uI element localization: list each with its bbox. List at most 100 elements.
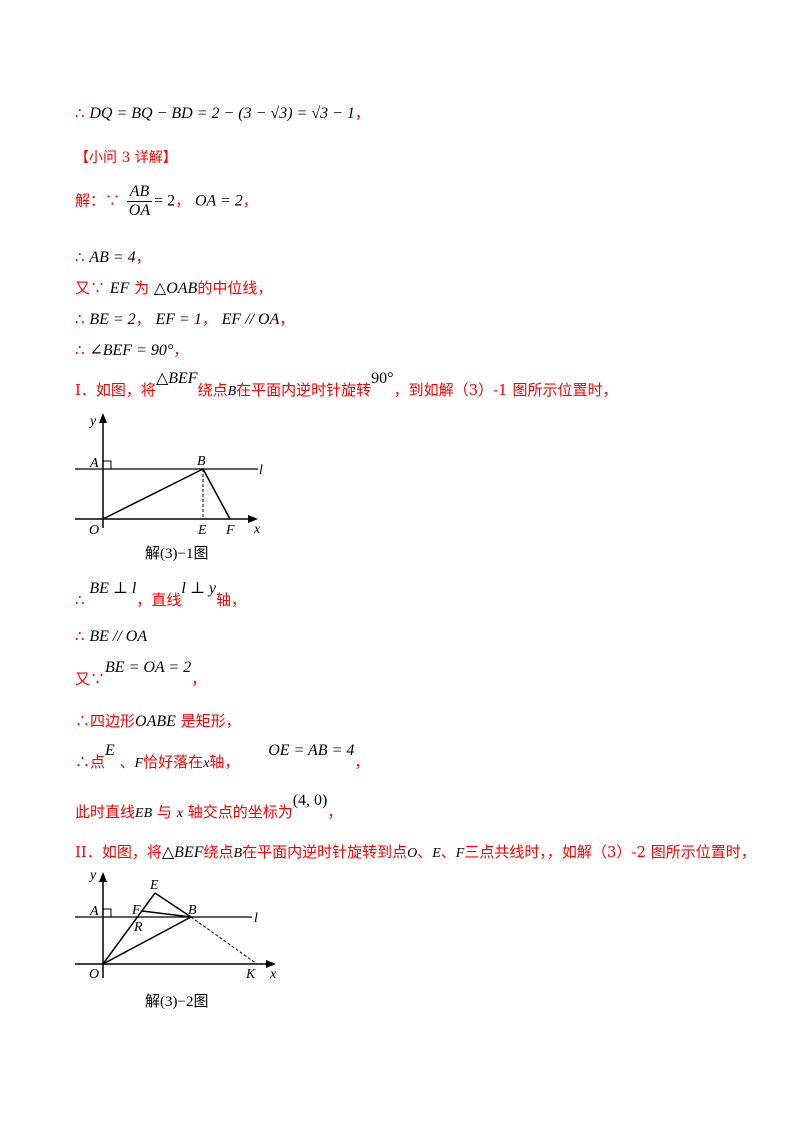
line-midline: 又∵ EF 为 △OAB的中位线， xyxy=(75,278,272,299)
therefore-symbol: ∴ xyxy=(75,627,85,645)
punct: 、 xyxy=(417,843,433,861)
punct: ， xyxy=(354,104,370,122)
right-angle-mark xyxy=(103,460,112,469)
solution-prefix: 解：∵ xyxy=(75,191,121,210)
figure-rotation-2: y x A E F R B O K l xyxy=(75,868,277,982)
math-f: F xyxy=(455,846,465,861)
therefore-symbol: ∴ xyxy=(75,341,85,359)
math-point-4-0: (4, 0) xyxy=(292,792,328,809)
label-o: O xyxy=(89,967,99,982)
segment-bk xyxy=(190,916,258,965)
math-f: F xyxy=(134,756,144,771)
segment-ob xyxy=(102,468,204,520)
text: ，直线 xyxy=(136,591,182,609)
math-angle-bef: ∠BEF = 90° xyxy=(89,342,174,359)
punct: ， xyxy=(173,341,189,359)
math-ef: EF xyxy=(109,280,130,297)
text: I．如图，将 xyxy=(75,381,156,399)
label-e: E xyxy=(149,878,159,893)
math-triangle-bef: △BEF xyxy=(161,844,204,861)
label-f: F xyxy=(131,903,141,918)
text: II．如图，将 xyxy=(75,843,162,861)
line-case-1: I．如图，将△BEF绕点B在平面内逆时针旋转90°，到如解（3）-1 图所示位置… xyxy=(75,370,618,402)
line-be-oa-equal: 又∵BE = OA = 2， xyxy=(75,659,207,690)
math-x: x xyxy=(203,756,210,771)
y-axis-arrow xyxy=(99,872,107,882)
math-o: O xyxy=(407,846,418,861)
math-ef-parallel-oa: EF // OA xyxy=(221,311,280,328)
text: 又∵ xyxy=(75,279,106,297)
text: 轴， xyxy=(215,591,246,609)
line-ab: ∴ AB = 4， xyxy=(75,247,151,268)
line-perpendicular: ∴ BE ⊥ l，直线l ⊥ y轴， xyxy=(75,580,246,611)
punct: ， xyxy=(279,310,295,328)
section-heading: 【小问 3 详解】 xyxy=(75,150,177,166)
text: 恰好落在 xyxy=(143,753,204,771)
text: 是矩形， xyxy=(180,712,241,730)
math-b: B xyxy=(233,846,243,861)
punct: ， xyxy=(191,670,207,688)
math-be: BE = 2 xyxy=(89,311,136,328)
math-eb: EB xyxy=(135,806,153,821)
math-ef: EF = 1 xyxy=(155,311,202,328)
fraction-numerator: AB xyxy=(126,183,153,202)
punct: ， xyxy=(327,803,343,821)
text: 轴交点的坐标为 xyxy=(187,803,293,821)
line-dq: ∴ DQ = BQ − BD = 2 − (3 − √3) = √3 − 1， xyxy=(75,103,370,124)
line-intersection: 此时直线EB 与 x 轴交点的坐标为(4, 0)， xyxy=(75,792,343,824)
line-on-x-axis: ∴点E 、F恰好落在x轴， OE = AB = 4， xyxy=(75,742,369,774)
segment-eb xyxy=(154,892,192,918)
segment-ob xyxy=(102,916,192,965)
line-be-ef: ∴ BE = 2， EF = 1， EF // OA， xyxy=(75,309,294,330)
text: 轴， xyxy=(209,753,240,771)
label-a: A xyxy=(89,456,99,471)
punct: ， xyxy=(135,310,151,328)
math-oabe: OABE xyxy=(135,713,176,730)
right-angle-mark xyxy=(103,908,112,917)
punct: ， xyxy=(175,191,191,210)
text: 三点共线时，，如解（3）-2 图所示位置时， xyxy=(464,843,756,861)
therefore-symbol: ∴ xyxy=(75,310,85,328)
label-y: y xyxy=(88,414,97,429)
label-b: B xyxy=(188,903,197,918)
text: 又∵ xyxy=(75,670,106,688)
punct: ， xyxy=(242,191,258,210)
math-triangle-bef: △BEF xyxy=(155,370,198,387)
figure-1-caption: 解(3)−1图 xyxy=(145,546,209,562)
math-oa: OA = 2 xyxy=(194,192,243,210)
math-ab: AB = 4 xyxy=(89,249,136,266)
text: 、 xyxy=(119,753,135,771)
math-triangle-oab: △OAB xyxy=(153,280,198,297)
label-k: K xyxy=(245,967,256,982)
math-oe-ab-4: OE = AB = 4 xyxy=(268,742,355,759)
segment-bf xyxy=(202,468,231,520)
line-case-2: II．如图，将△BEF绕点B在平面内逆时针旋转到点O、E、F三点共线时，，如解（… xyxy=(75,842,756,864)
text: ∴点 xyxy=(75,753,106,771)
text: ∴四边形 xyxy=(75,712,136,730)
math-90-degrees: 90° xyxy=(371,370,394,387)
label-o: O xyxy=(89,523,99,538)
fraction-denominator: OA xyxy=(128,202,151,219)
label-r: R xyxy=(133,920,143,935)
text: 的中位线， xyxy=(197,279,273,297)
therefore-symbol: ∴ xyxy=(75,104,85,122)
line-angle: ∴ ∠BEF = 90°， xyxy=(75,340,188,361)
x-axis-arrow xyxy=(266,960,276,968)
line-rectangle: ∴四边形OABE 是矩形， xyxy=(75,711,241,732)
therefore-symbol: ∴ xyxy=(75,248,85,266)
segment-oe xyxy=(102,892,156,965)
label-x: x xyxy=(253,522,261,537)
text: 在平面内逆时针旋转 xyxy=(236,381,372,399)
y-axis-arrow xyxy=(99,413,107,423)
text: 绕点 xyxy=(197,381,228,399)
math-eq-2: = 2 xyxy=(154,192,176,210)
label-e: E xyxy=(197,523,207,538)
text: ，到如解（3）-1 图所示位置时， xyxy=(393,381,618,399)
segment-fb xyxy=(141,910,192,918)
math-l-perp-y: l ⊥ y xyxy=(181,580,216,597)
figure-2-caption: 解(3)−2图 xyxy=(145,994,209,1010)
punct: 、 xyxy=(440,843,456,861)
figure-rotation-1: y x A B O E F l xyxy=(75,413,263,538)
label-f: F xyxy=(225,523,235,538)
line-ratio: 解：∵ AB OA = 2， OA = 2， xyxy=(75,183,258,220)
